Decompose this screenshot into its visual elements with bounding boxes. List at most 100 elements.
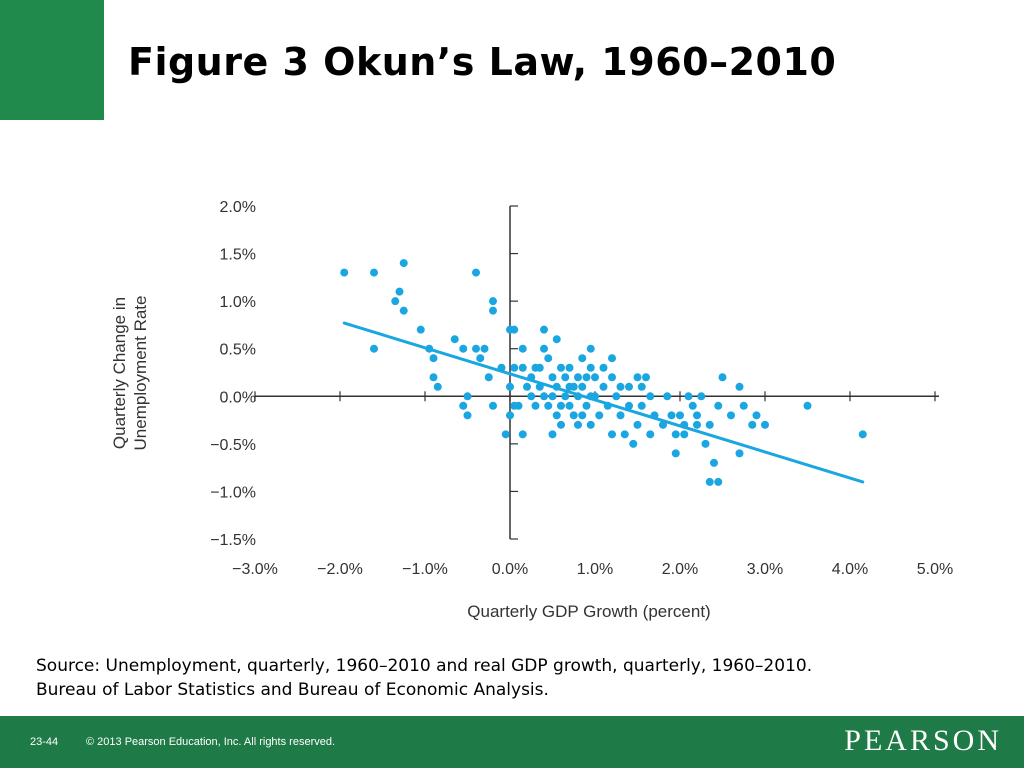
x-tick-label: 3.0% <box>747 561 783 578</box>
data-point <box>586 344 595 353</box>
data-point <box>518 430 527 439</box>
source-note: Source: Unemployment, quarterly, 1960–20… <box>36 654 996 702</box>
data-point <box>646 392 655 401</box>
data-point <box>578 411 587 420</box>
data-point <box>540 344 548 353</box>
data-point <box>697 392 706 401</box>
labels-layer: −3.0% −2.0% −1.0% 0.0% 1.0% 2.0% 3.0% 4.0% 5.0% 2… <box>110 199 953 621</box>
data-point <box>484 373 493 382</box>
x-axis-title: Quarterly GDP Growth (percent) <box>467 602 710 621</box>
data-point <box>595 411 604 420</box>
slide-title: Figure 3 Okun’s Law, 1960–2010 <box>128 40 837 84</box>
data-point <box>688 401 697 410</box>
data-point <box>561 373 570 382</box>
data-point <box>693 420 701 429</box>
points-layer <box>340 259 867 486</box>
x-tick-label: 4.0% <box>832 561 868 578</box>
data-point <box>727 411 735 420</box>
data-point <box>429 354 438 363</box>
data-point <box>705 477 714 486</box>
data-point <box>714 401 723 410</box>
data-point <box>552 411 561 420</box>
data-point <box>510 363 519 372</box>
data-point <box>701 439 710 448</box>
copyright-text: © 2013 Pearson Education, Inc. All right… <box>86 736 336 748</box>
data-point <box>616 382 625 391</box>
data-point <box>429 373 438 382</box>
data-point <box>370 268 378 277</box>
publisher-logo: PEARSON <box>844 724 1002 757</box>
data-point <box>680 430 689 439</box>
data-point <box>582 373 591 382</box>
data-point <box>582 401 591 410</box>
data-point <box>663 392 672 401</box>
data-point <box>735 449 744 458</box>
data-point <box>518 344 527 353</box>
axes-layer <box>254 205 939 540</box>
data-point <box>540 392 548 401</box>
data-point <box>710 458 718 467</box>
data-point <box>370 344 378 353</box>
data-point <box>735 382 744 391</box>
data-point <box>514 401 523 410</box>
data-point <box>761 420 769 429</box>
trend-line <box>342 321 865 484</box>
data-point <box>739 401 748 410</box>
data-point <box>620 430 629 439</box>
data-point <box>705 420 714 429</box>
data-point <box>433 382 442 391</box>
data-point <box>531 401 540 410</box>
data-point <box>671 430 680 439</box>
data-point <box>527 392 536 401</box>
data-point <box>565 363 574 372</box>
slide-number: 23-44 <box>30 736 59 748</box>
data-point <box>463 411 472 420</box>
data-point <box>684 392 693 401</box>
data-point <box>548 392 557 401</box>
data-point <box>633 373 642 382</box>
y-tick-label: 0.0% <box>220 389 256 406</box>
data-point <box>391 297 400 306</box>
data-point <box>557 401 565 410</box>
data-point <box>676 411 684 420</box>
data-point <box>599 363 608 372</box>
data-point <box>569 382 578 391</box>
data-point <box>561 392 570 401</box>
data-point <box>578 354 587 363</box>
y-tick-label: 1.5% <box>220 247 256 264</box>
textbook-cover-logo <box>0 0 104 120</box>
data-point <box>489 401 497 410</box>
y-tick-label: −0.5% <box>210 437 256 454</box>
data-point <box>489 297 497 306</box>
data-point <box>693 411 701 420</box>
data-point <box>637 401 646 410</box>
y-tick-label: −1.5% <box>210 532 256 549</box>
data-point <box>637 382 646 391</box>
data-point <box>552 335 561 344</box>
data-point <box>399 306 408 315</box>
data-point <box>399 259 408 268</box>
data-point <box>476 354 485 363</box>
y-tick-label: −1.0% <box>210 484 256 501</box>
data-point <box>459 401 468 410</box>
data-point <box>506 382 514 391</box>
data-point <box>450 335 459 344</box>
data-point <box>569 411 578 420</box>
data-point <box>472 344 480 353</box>
x-tick-label: −2.0% <box>317 561 363 578</box>
data-point <box>586 363 595 372</box>
data-point <box>608 354 616 363</box>
data-point <box>557 420 565 429</box>
data-point <box>599 382 608 391</box>
data-point <box>480 344 489 353</box>
data-point <box>858 430 867 439</box>
x-tick-label: −3.0% <box>232 561 278 578</box>
data-point <box>574 373 582 382</box>
data-point <box>489 306 497 315</box>
data-point <box>671 449 680 458</box>
data-point <box>646 430 655 439</box>
data-point <box>612 392 621 401</box>
data-point <box>472 268 480 277</box>
data-point <box>629 439 638 448</box>
data-point <box>544 354 553 363</box>
